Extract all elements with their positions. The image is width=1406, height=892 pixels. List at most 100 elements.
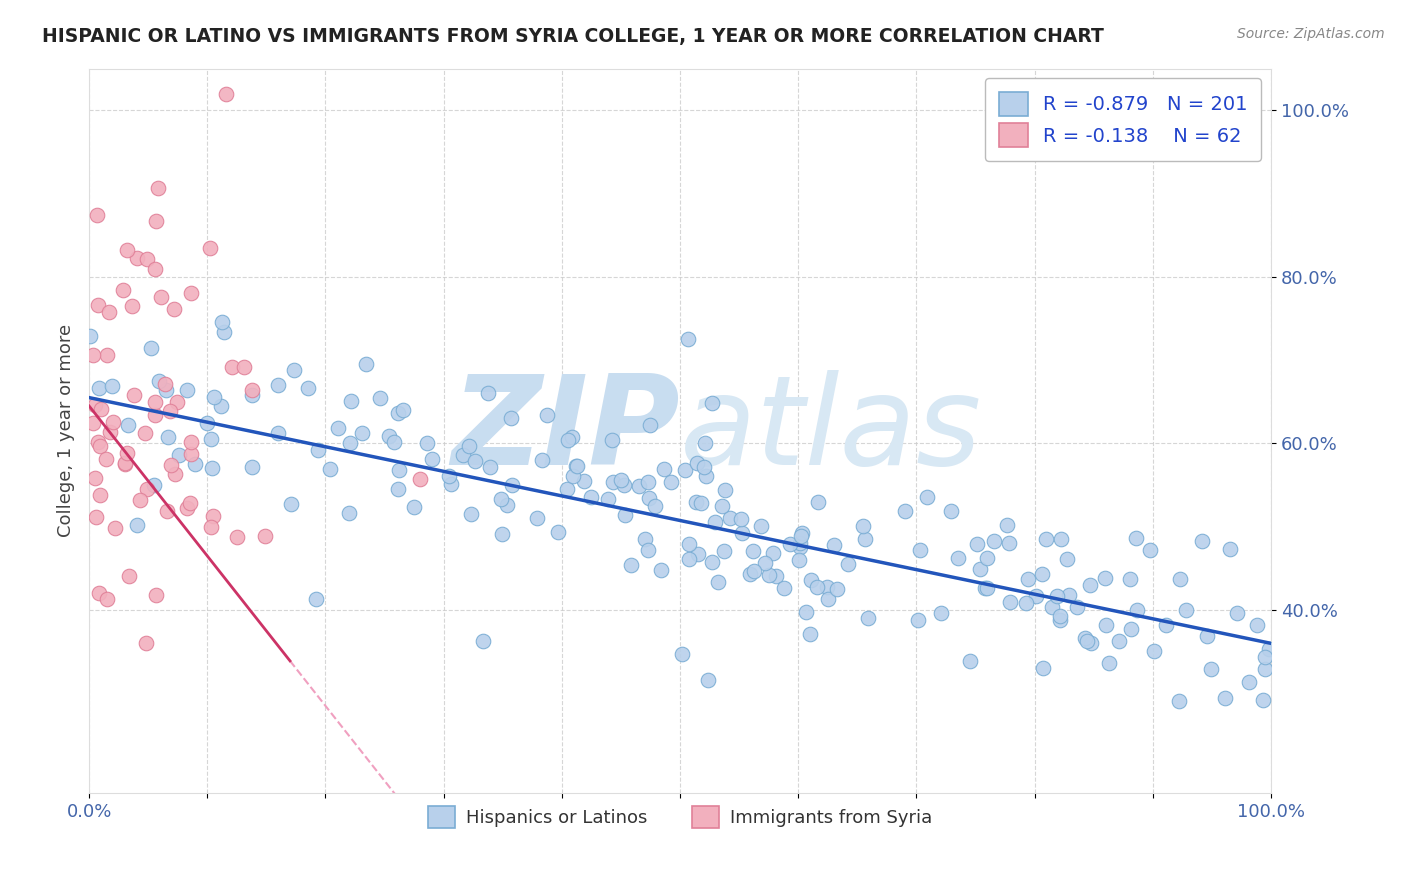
Point <box>350 425 373 440</box>
Point <box>409 472 432 486</box>
Point <box>858 611 880 625</box>
Point <box>83 471 105 485</box>
Point <box>128 492 150 507</box>
Point <box>789 540 811 554</box>
Y-axis label: College, 1 year or more: College, 1 year or more <box>58 325 75 538</box>
Point <box>697 673 720 687</box>
Point <box>686 547 709 561</box>
Point <box>179 496 201 510</box>
Point <box>650 563 672 577</box>
Point <box>104 521 127 535</box>
Point <box>562 469 585 483</box>
Point <box>143 262 166 277</box>
Point <box>596 491 619 506</box>
Point <box>754 557 776 571</box>
Point <box>307 442 329 457</box>
Point <box>790 526 813 541</box>
Point <box>1253 662 1275 676</box>
Point <box>90 401 112 416</box>
Point <box>758 568 780 582</box>
Point <box>176 501 198 516</box>
Point <box>1121 622 1143 636</box>
Point <box>160 458 183 473</box>
Point <box>305 592 328 607</box>
Point <box>695 468 717 483</box>
Point <box>565 459 588 474</box>
Point <box>200 520 222 534</box>
Point <box>1108 634 1130 648</box>
Point <box>87 381 110 395</box>
Point <box>157 430 180 444</box>
Point <box>464 453 486 467</box>
Point <box>1139 542 1161 557</box>
Point <box>1175 603 1198 617</box>
Point <box>82 349 104 363</box>
Point <box>163 467 186 481</box>
Point <box>416 436 439 450</box>
Point <box>973 582 995 596</box>
Point <box>176 383 198 397</box>
Point <box>1015 596 1038 610</box>
Point <box>693 460 716 475</box>
Point <box>368 391 391 405</box>
Point <box>907 613 929 627</box>
Point <box>700 396 723 410</box>
Point <box>388 463 411 477</box>
Point <box>86 434 108 449</box>
Point <box>101 379 124 393</box>
Point <box>1098 656 1121 670</box>
Point <box>572 474 595 488</box>
Point <box>613 477 636 491</box>
Point <box>765 569 787 583</box>
Point <box>242 460 264 475</box>
Point <box>114 456 136 470</box>
Point <box>1080 636 1102 650</box>
Point <box>1168 694 1191 708</box>
Point <box>997 535 1019 549</box>
Point <box>710 500 733 514</box>
Point <box>337 506 360 520</box>
Point <box>713 543 735 558</box>
Point <box>915 490 938 504</box>
Point <box>201 460 224 475</box>
Point <box>787 553 810 567</box>
Point <box>637 491 659 505</box>
Text: atlas: atlas <box>681 370 983 491</box>
Point <box>806 580 828 594</box>
Point <box>742 544 765 558</box>
Point <box>96 348 118 362</box>
Point <box>135 482 157 496</box>
Point <box>402 500 425 514</box>
Point <box>678 537 700 551</box>
Point <box>547 525 569 540</box>
Point <box>815 580 838 594</box>
Point <box>1066 600 1088 615</box>
Point <box>941 504 963 518</box>
Point <box>685 495 707 509</box>
Point <box>555 482 578 496</box>
Point <box>472 633 495 648</box>
Point <box>998 594 1021 608</box>
Point <box>969 562 991 576</box>
Point <box>87 586 110 600</box>
Point <box>1125 531 1147 545</box>
Point <box>1074 632 1097 646</box>
Point <box>1154 617 1177 632</box>
Point <box>180 446 202 460</box>
Point <box>135 635 157 649</box>
Point <box>318 461 340 475</box>
Point <box>127 251 149 265</box>
Point <box>491 527 513 541</box>
Point <box>730 512 752 526</box>
Point <box>221 359 243 374</box>
Point <box>738 566 761 581</box>
Point <box>565 458 588 473</box>
Point <box>1094 571 1116 585</box>
Point <box>637 543 659 558</box>
Point <box>530 452 553 467</box>
Point <box>202 390 225 404</box>
Point <box>195 416 218 430</box>
Text: HISPANIC OR LATINO VS IMMIGRANTS FROM SYRIA COLLEGE, 1 YEAR OR MORE CORRELATION : HISPANIC OR LATINO VS IMMIGRANTS FROM SY… <box>42 27 1104 45</box>
Point <box>143 395 166 409</box>
Point <box>139 341 162 355</box>
